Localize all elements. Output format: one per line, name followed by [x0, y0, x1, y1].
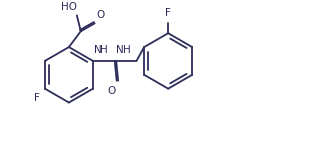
Text: O: O [108, 86, 116, 96]
Text: N: N [94, 45, 102, 55]
Text: O: O [97, 10, 105, 20]
Text: H: H [100, 45, 108, 55]
Text: HO: HO [61, 2, 77, 12]
Text: H: H [123, 45, 130, 55]
Text: F: F [34, 93, 40, 103]
Text: N: N [116, 45, 124, 55]
Text: F: F [165, 8, 171, 18]
